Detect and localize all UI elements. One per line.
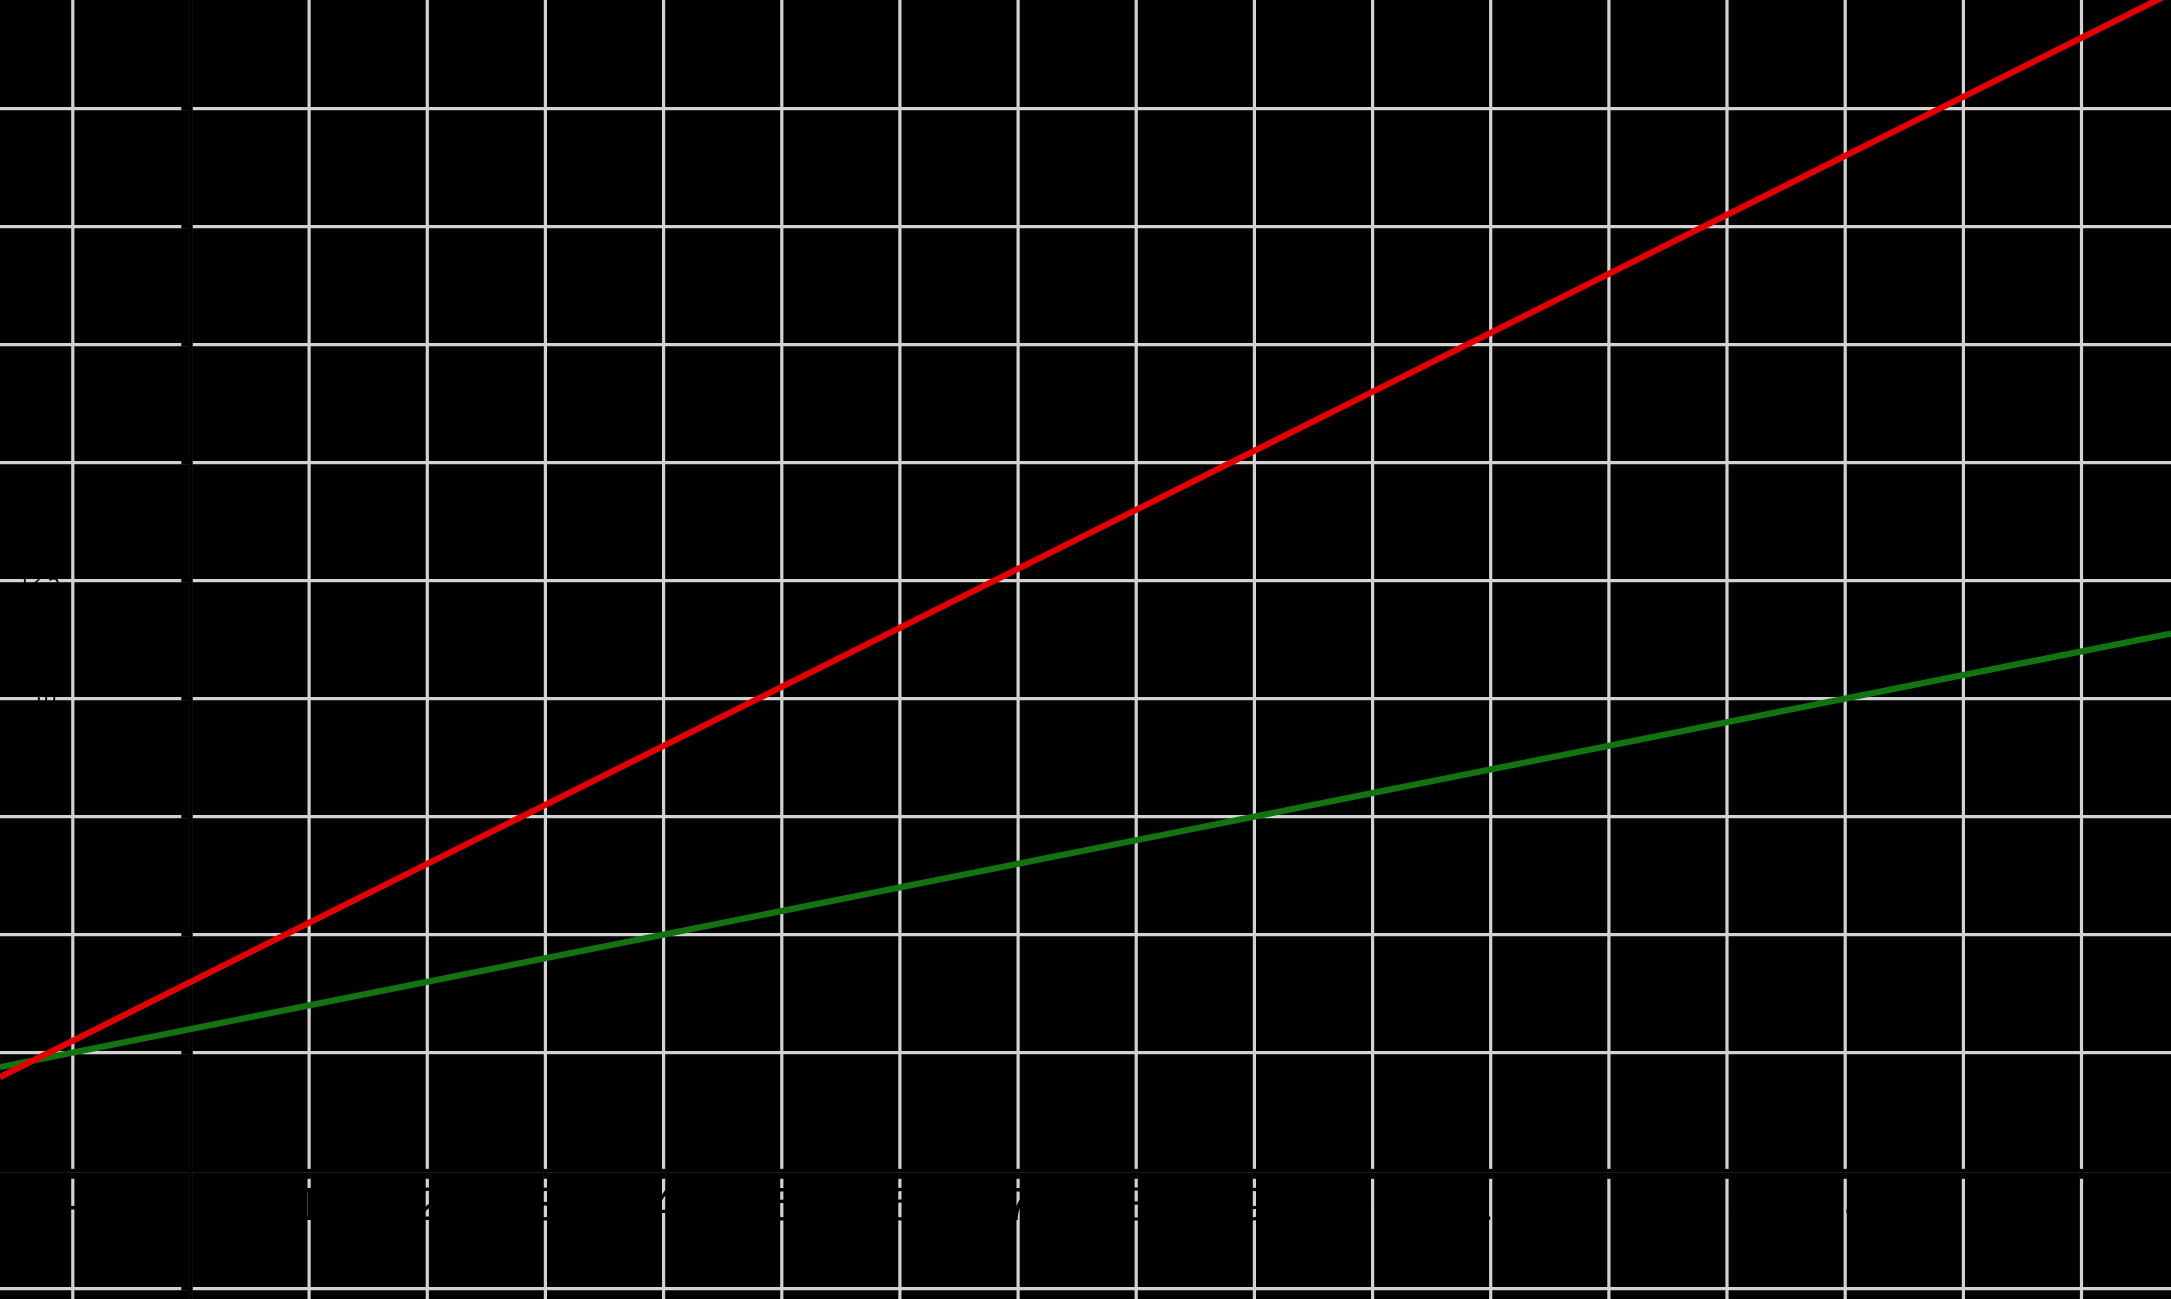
svg-text:7: 7: [1005, 1178, 1031, 1230]
svg-text:3: 3: [533, 1178, 559, 1230]
svg-text:13: 13: [1701, 1178, 1752, 1230]
svg-text:15: 15: [1938, 1178, 1989, 1230]
svg-text:10: 10: [33, 688, 56, 711]
svg-text:5: 5: [769, 1178, 795, 1230]
svg-text:6: 6: [887, 1178, 913, 1230]
svg-text:14: 14: [1820, 1178, 1871, 1230]
svg-text:2: 2: [415, 1178, 441, 1230]
svg-text:1: 1: [296, 1178, 322, 1230]
svg-text:-1: -1: [63, 1178, 104, 1230]
svg-text:12.5: 12.5: [19, 570, 60, 593]
svg-text:9: 9: [1242, 1178, 1268, 1230]
svg-text:12: 12: [1583, 1178, 1634, 1230]
svg-text:10: 10: [1347, 1178, 1398, 1230]
svg-text:8: 8: [1123, 1178, 1149, 1230]
svg-text:4: 4: [651, 1178, 677, 1230]
svg-text:16: 16: [2056, 1178, 2107, 1230]
svg-text:11: 11: [1467, 1178, 1515, 1230]
